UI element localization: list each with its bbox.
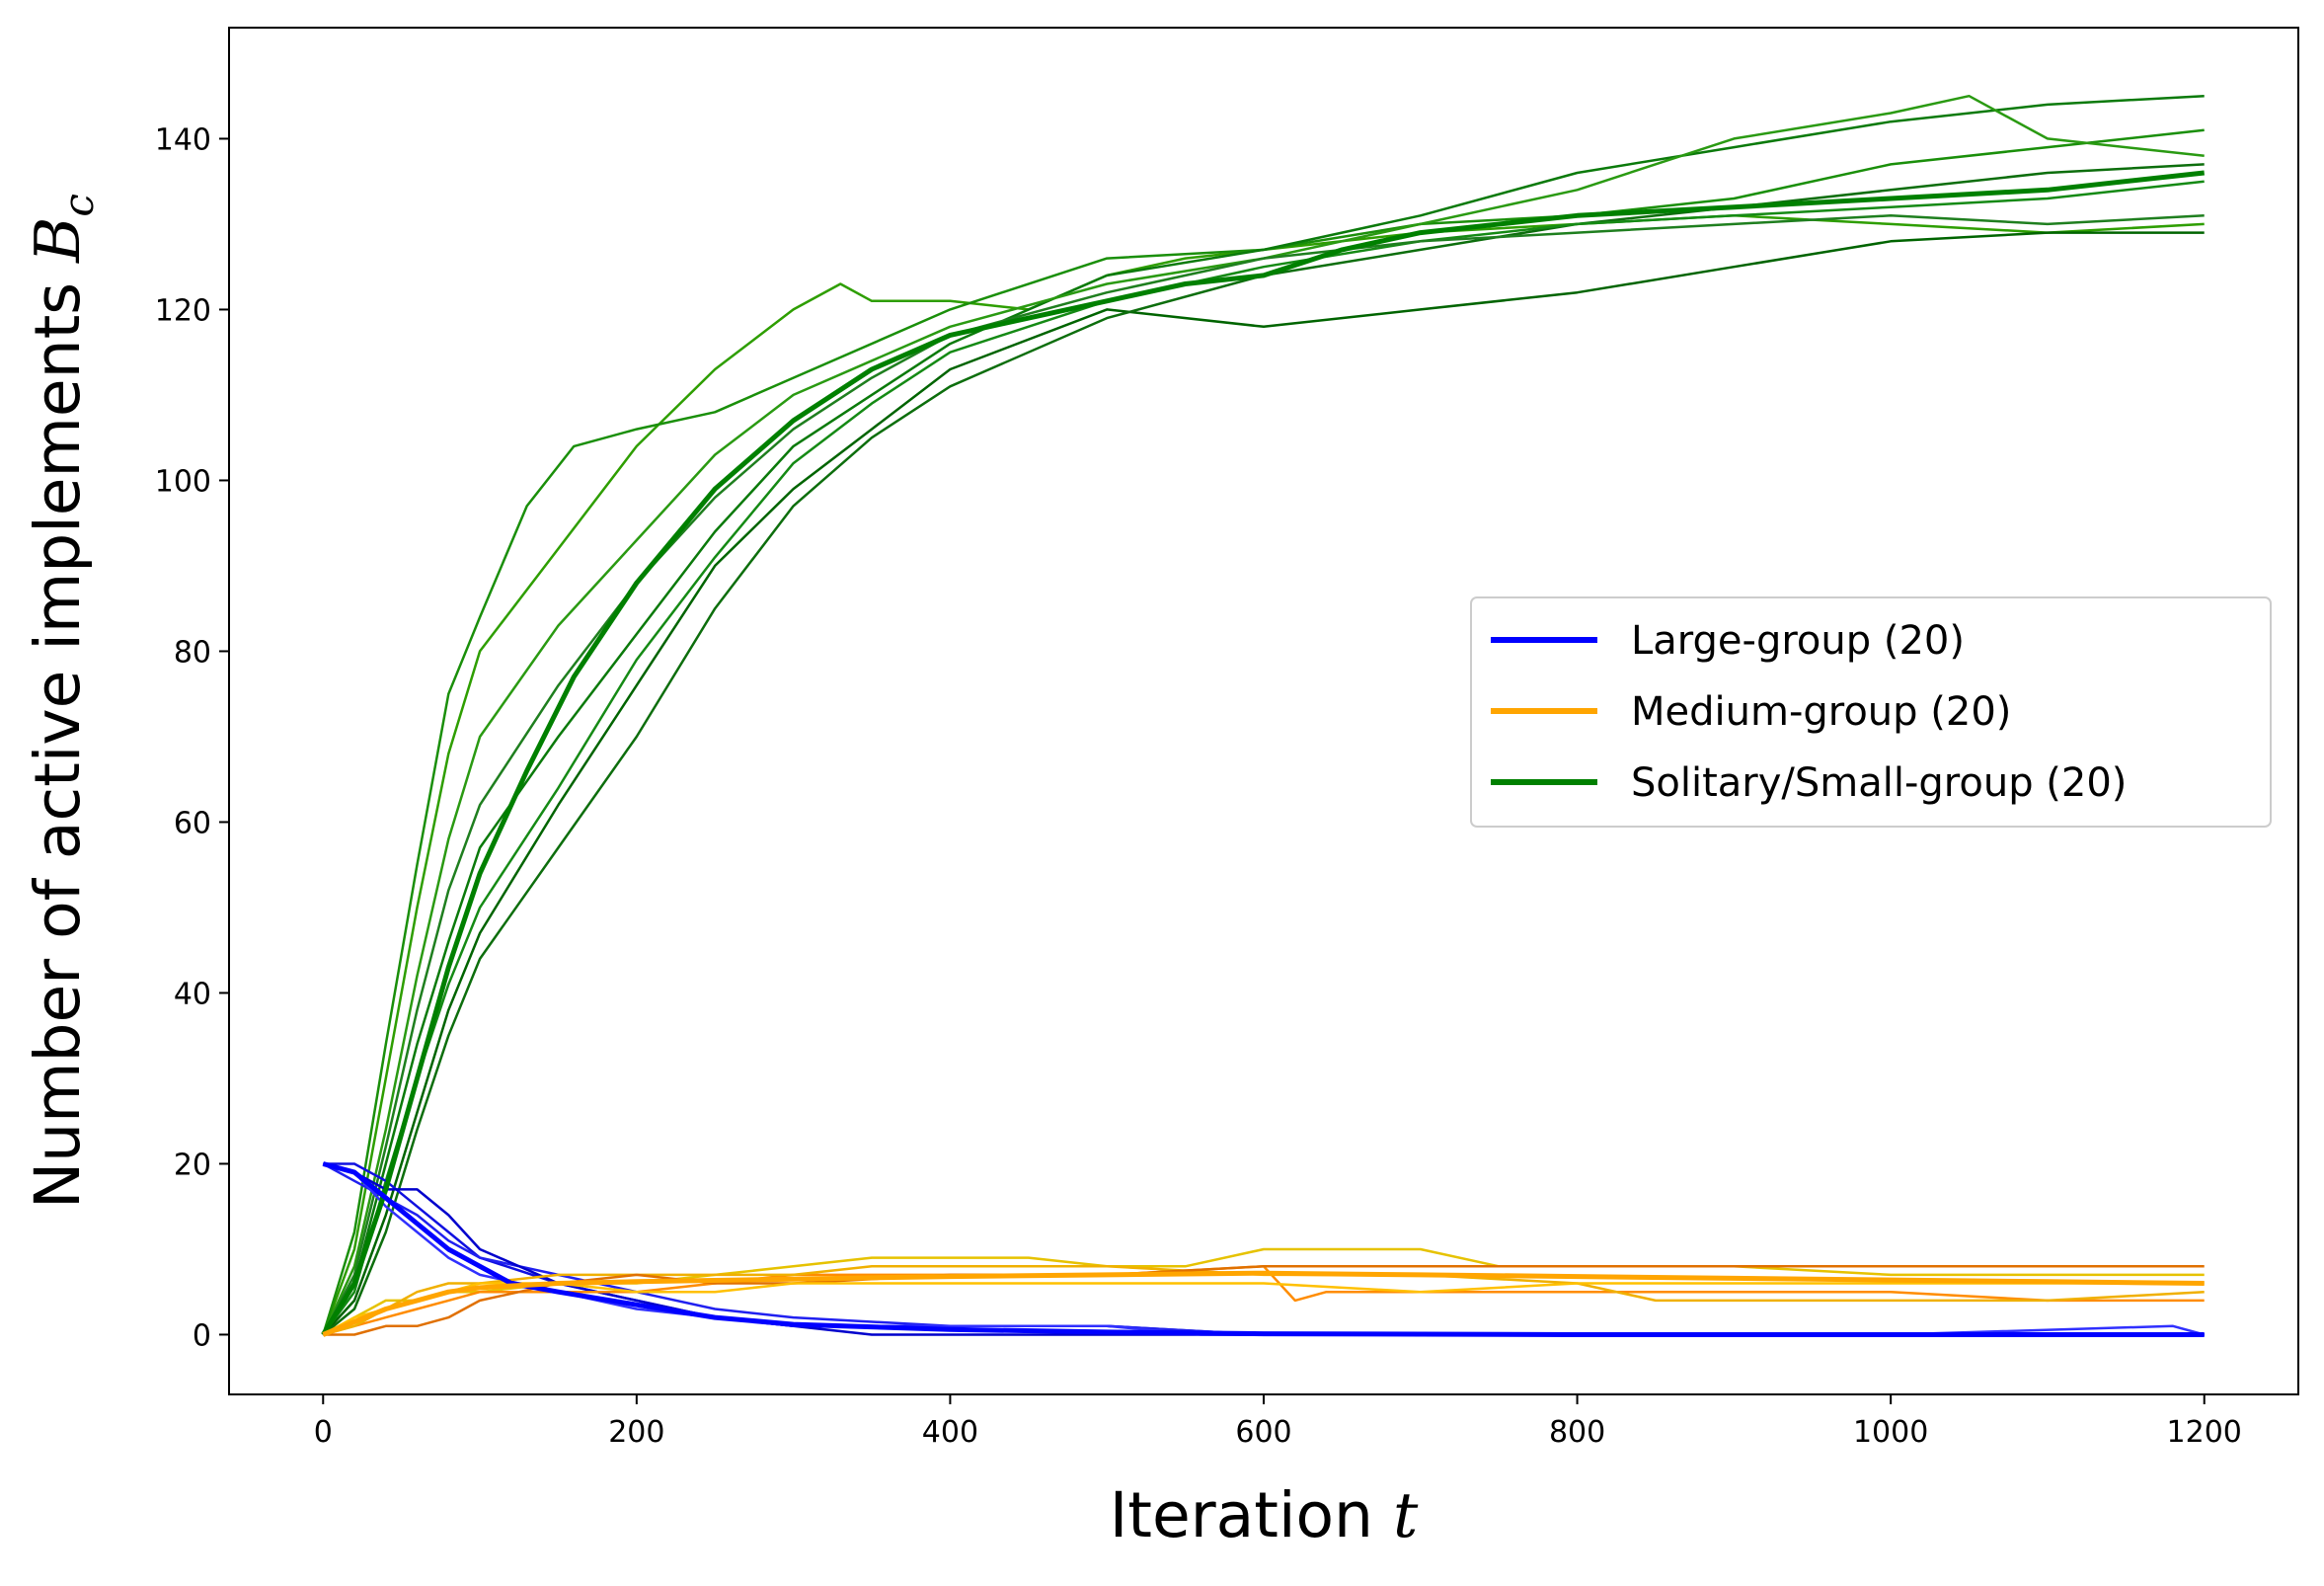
y-tick-label: 60 xyxy=(174,806,211,840)
legend-label-solitary: Solitary/Small-group (20) xyxy=(1631,760,2127,806)
y-axis: 0 20 40 60 80 100 120 140 xyxy=(155,122,229,1353)
legend-box xyxy=(1470,596,2272,828)
series-line-solitary-4 xyxy=(322,94,2205,1336)
series-line-large-9 xyxy=(322,1161,2205,1337)
legend-label-large: Large-group (20) xyxy=(1631,618,1965,664)
x-tick-label: 1000 xyxy=(1853,1415,1928,1450)
series-line-medium-14 xyxy=(322,1270,2205,1337)
y-tick-label: 100 xyxy=(155,464,211,499)
series-line-solitary-3 xyxy=(322,231,2205,1336)
y-tick-label: 20 xyxy=(174,1148,211,1182)
series-line-solitary-8 xyxy=(322,214,2205,1336)
y-axis-symbol: B xyxy=(22,217,94,264)
y-tick-label: 140 xyxy=(155,122,211,157)
y-tick-label: 0 xyxy=(193,1318,211,1353)
x-tick-label: 400 xyxy=(922,1415,978,1450)
x-tick-label: 600 xyxy=(1235,1415,1291,1450)
y-axis-subscript: c xyxy=(54,194,103,217)
legend-label-medium: Medium-group (20) xyxy=(1631,689,2011,735)
x-axis-symbol: t xyxy=(1393,1479,1419,1551)
series-line-solitary-2 xyxy=(322,128,2205,1335)
x-axis-label: Iteration t xyxy=(1110,1479,1419,1551)
y-tick-label: 120 xyxy=(155,293,211,328)
legend: Large-group (20) Medium-group (20) Solit… xyxy=(1470,596,2272,828)
x-tick-label: 800 xyxy=(1549,1415,1605,1450)
series-line-medium-17 xyxy=(322,1265,2205,1336)
series-line-solitary-0 xyxy=(321,170,2205,1336)
series-layer xyxy=(321,94,2206,1337)
x-axis: 0 200 400 600 800 1000 1200 xyxy=(314,1394,2242,1450)
y-tick-label: 40 xyxy=(174,977,211,1011)
x-tick-label: 1200 xyxy=(2167,1415,2242,1450)
series-line-solitary-5 xyxy=(322,94,2205,1336)
y-tick-label: 80 xyxy=(174,635,211,670)
x-tick-label: 200 xyxy=(608,1415,664,1450)
y-axis-label: Number of active implements Bc xyxy=(22,194,103,1209)
x-tick-label: 0 xyxy=(314,1415,333,1450)
